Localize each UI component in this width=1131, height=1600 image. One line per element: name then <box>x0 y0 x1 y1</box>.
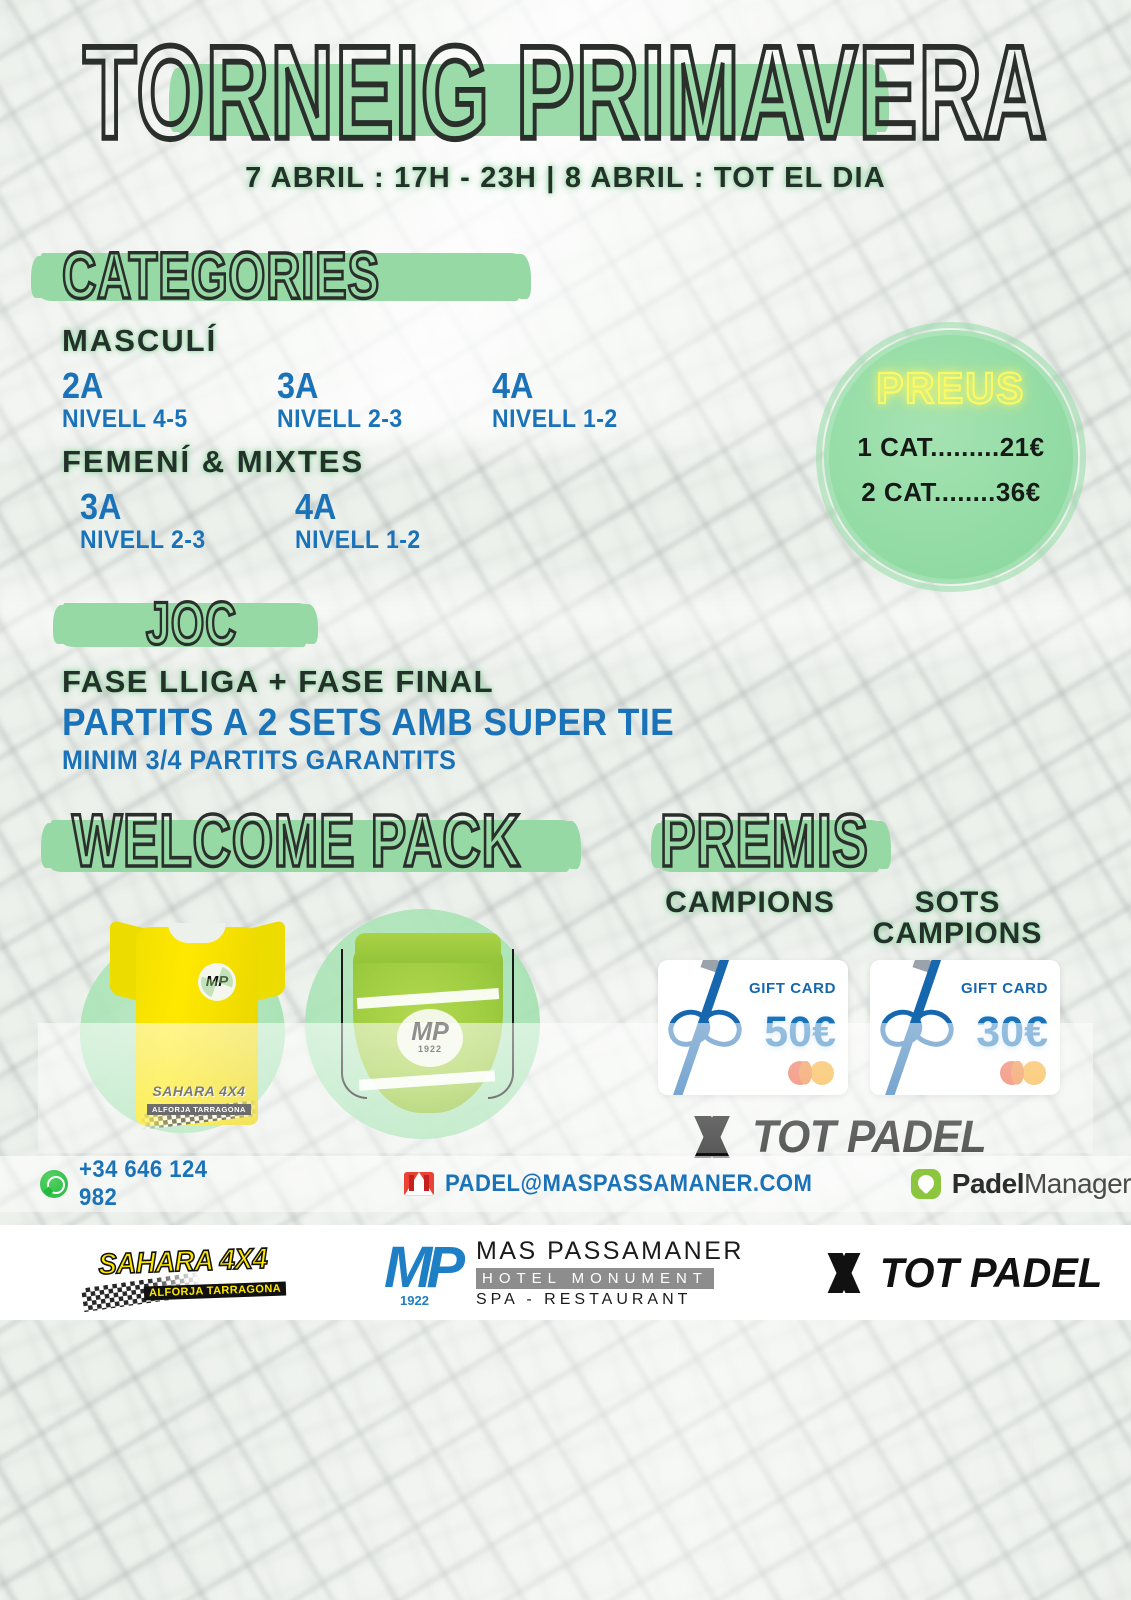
prize-labels-row: CAMPIONS SOTS CAMPIONS <box>650 885 1120 951</box>
premis-heading: PREMIS <box>659 797 869 884</box>
joc-heading: JOC <box>145 588 238 658</box>
tot-padel-sponsor-text: TOT PADEL <box>879 1248 1103 1296</box>
mid-panel-backdrop <box>38 1023 1093 1153</box>
padelmanager-light-text: Manager <box>1023 1168 1131 1199</box>
sponsor-bar: SAHARA 4X4 ALFORJA TARRAGONA MP 1922 MAS… <box>0 1225 1131 1320</box>
categories-heading: CATEGORIES <box>61 236 381 313</box>
preus-heading: PREUS <box>876 363 1026 414</box>
joc-section: JOC FASE LLIGA + FASE FINAL PARTITS A 2 … <box>0 588 1131 776</box>
prize-label-sots-campions: SOTS CAMPIONS <box>872 885 1043 951</box>
sponsor-mas-passamaner: MP 1922 MAS PASSAMANER HOTEL MONUMENT SP… <box>384 1237 744 1309</box>
category-row-masculi: 2A NIVELL 4-5 3A NIVELL 2-3 4A NIVELL 1-… <box>62 367 1131 434</box>
joc-guarantee-line: MINIM 3/4 PARTITS GARANTITS <box>62 744 457 775</box>
contact-bar: +34 646 124 982 PADEL@MASPASSAMANER.COM … <box>0 1156 1131 1212</box>
mp-logo-year: 1922 <box>400 1292 429 1308</box>
page-title: TORNEIG PRIMAVERA <box>81 18 1048 167</box>
event-dates: 7 ABRIL : 17H - 23H | 8 ABRIL : TOT EL D… <box>245 162 886 194</box>
padelmanager-bold-text: Padel <box>951 1168 1025 1199</box>
tot-padel-sponsor-mark-icon <box>826 1253 862 1293</box>
category-item: 3A NIVELL 2-3 <box>80 485 295 555</box>
categories-section: CATEGORIES MASCULÍ 2A NIVELL 4-5 3A NIVE… <box>0 236 1131 555</box>
bag-top-band <box>355 932 501 963</box>
prize-label-campions: CAMPIONS <box>665 885 835 919</box>
gift-card-label: GIFT CARD <box>960 979 1048 997</box>
category-code: 4A <box>295 485 337 527</box>
category-item: 3A NIVELL 2-3 <box>277 367 492 434</box>
padelmanager-icon <box>910 1169 941 1199</box>
mas-passamaner-spa-line: SPA - RESTAURANT <box>476 1290 692 1308</box>
mp-logo-letters: MP <box>384 1234 465 1300</box>
sponsor-sahara-4x4: SAHARA 4X4 ALFORJA TARRAGONA <box>80 1242 292 1312</box>
joc-sets-line: PARTITS A 2 SETS AMB SUPER TIE <box>62 701 675 744</box>
preus-line-2-cat: 2 CAT........36€ <box>861 477 1041 507</box>
sponsor-tot-padel: TOT PADEL <box>826 1249 1108 1297</box>
mas-passamaner-hotel-line: HOTEL MONUMENT <box>476 1267 714 1289</box>
gmail-icon <box>404 1172 435 1196</box>
preus-line-1-cat: 1 CAT.........21€ <box>857 432 1045 462</box>
contact-email-text: PADEL@MASPASSAMANER.COM <box>445 1170 813 1197</box>
welcome-pack-heading: WELCOME PACK <box>71 797 522 884</box>
sahara-logo-main-text: SAHARA 4X4 <box>97 1242 268 1282</box>
category-group-label-masculi: MASCULÍ <box>62 323 218 358</box>
mas-passamaner-wordmark: MAS PASSAMANER HOTEL MONUMENT SPA - REST… <box>476 1237 744 1309</box>
contact-whatsapp[interactable]: +34 646 124 982 <box>40 1156 264 1212</box>
category-code: 4A <box>492 365 534 406</box>
tshirt-chest-logo-icon: MP <box>198 962 236 1001</box>
category-code: 3A <box>277 365 319 406</box>
category-row-femeni-mixtes: 3A NIVELL 2-3 4A NIVELL 1-2 <box>80 485 1131 555</box>
category-code: 2A <box>62 365 104 406</box>
category-level: NIVELL 1-2 <box>492 404 618 433</box>
mas-passamaner-mp-logo-icon: MP 1922 <box>384 1234 466 1308</box>
whatsapp-icon <box>40 1170 68 1198</box>
category-level: NIVELL 2-3 <box>80 525 206 554</box>
category-group-label-femeni-mixtes: FEMENÍ & MIXTES <box>62 443 365 479</box>
category-item: 4A NIVELL 1-2 <box>492 367 707 434</box>
tshirt-collar <box>168 922 226 943</box>
category-item: 2A NIVELL 4-5 <box>62 367 277 434</box>
category-level: NIVELL 1-2 <box>295 525 421 554</box>
category-level: NIVELL 4-5 <box>62 404 188 433</box>
preus-badge: PREUS 1 CAT.........21€ 2 CAT........36€ <box>824 330 1078 584</box>
mas-passamaner-name: MAS PASSAMANER <box>476 1236 744 1265</box>
category-item: 4A NIVELL 1-2 <box>295 485 510 555</box>
contact-phone-text: +34 646 124 982 <box>78 1156 208 1211</box>
joc-format-line: FASE LLIGA + FASE FINAL <box>62 663 495 699</box>
gift-card-label: GIFT CARD <box>748 979 836 997</box>
contact-email[interactable]: PADEL@MASPASSAMANER.COM <box>404 1170 844 1198</box>
padelmanager-wordmark: PadelManager <box>952 1168 1131 1200</box>
title-section: TORNEIG PRIMAVERA <box>0 18 1131 168</box>
category-code: 3A <box>80 485 122 527</box>
padelmanager-link[interactable]: PadelManager <box>910 1168 1131 1200</box>
sahara-logo: SAHARA 4X4 ALFORJA TARRAGONA <box>80 1242 292 1312</box>
category-level: NIVELL 2-3 <box>277 404 403 433</box>
poster-content: TORNEIG PRIMAVERA 7 ABRIL : 17H - 23H | … <box>0 18 1131 1320</box>
